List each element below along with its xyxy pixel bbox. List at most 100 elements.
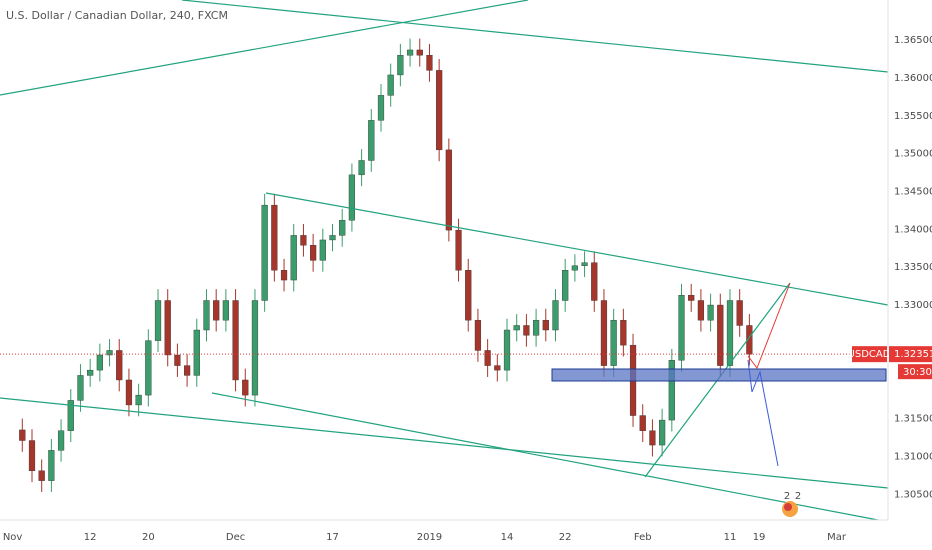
candle-body xyxy=(38,470,45,481)
candle-body xyxy=(591,262,598,301)
candle-body xyxy=(28,440,36,472)
symbol-tag-box xyxy=(852,346,887,363)
candle-body xyxy=(474,319,482,351)
last-price-box xyxy=(889,346,932,363)
candle-body xyxy=(678,294,685,361)
candle-body xyxy=(426,55,433,71)
candle-body xyxy=(348,174,356,221)
chart-title: U.S. Dollar / Canadian Dollar, 240, FXCM xyxy=(6,9,228,22)
trend-line xyxy=(0,397,889,489)
candle-body xyxy=(717,304,724,366)
candle-body xyxy=(484,350,491,366)
drawings xyxy=(0,0,889,521)
event-count: 2 xyxy=(784,491,790,502)
projection-down xyxy=(747,359,779,467)
candle-body xyxy=(135,394,142,406)
candle-body xyxy=(513,325,520,331)
trend-line xyxy=(0,0,529,96)
y-tick-label: 1.35500 xyxy=(894,111,932,122)
candle-body xyxy=(87,369,94,376)
candle-body xyxy=(271,204,278,271)
x-tick-label: 2019 xyxy=(417,532,442,543)
candle-body xyxy=(222,300,229,321)
y-tick-label: 1.35000 xyxy=(894,149,932,160)
projection-up xyxy=(747,282,791,370)
candle-body xyxy=(659,419,666,446)
candle-body xyxy=(532,319,540,336)
trend-line xyxy=(211,392,879,521)
y-tick-label: 1.34000 xyxy=(894,224,932,235)
candle-body xyxy=(688,294,695,301)
candle-body xyxy=(600,300,608,366)
candle-body xyxy=(290,235,297,281)
candle-body xyxy=(649,430,656,446)
last-price-label: 1.32351 xyxy=(894,349,932,360)
candle-body xyxy=(387,74,394,96)
x-tick-label: Feb xyxy=(634,532,652,543)
candle-body xyxy=(193,329,200,376)
candle-body xyxy=(494,365,501,371)
x-tick-label: 22 xyxy=(559,532,572,543)
candle-body xyxy=(96,354,103,371)
candle-body xyxy=(77,375,84,401)
candle-body xyxy=(329,235,336,241)
candle-body xyxy=(610,319,617,366)
candle-body xyxy=(523,325,530,336)
candle-body xyxy=(19,429,26,441)
y-tick-label: 1.31000 xyxy=(894,451,932,462)
event-count: 2 xyxy=(795,491,801,502)
y-tick-label: 1.36500 xyxy=(894,35,932,46)
y-tick-label: 1.33500 xyxy=(894,262,932,273)
candle-body xyxy=(116,350,123,381)
candle-body xyxy=(164,300,171,356)
symbol-tag: USDCAD xyxy=(848,349,891,360)
candle-body xyxy=(358,160,365,176)
candle-body xyxy=(503,329,511,371)
candle-body xyxy=(106,350,113,356)
candle-body xyxy=(183,365,191,376)
x-tick-label: 20 xyxy=(142,532,155,543)
x-tick-label: 17 xyxy=(326,532,339,543)
candle-body xyxy=(726,300,734,366)
candle-body xyxy=(145,340,152,396)
candle-body xyxy=(581,262,588,266)
x-tick-label: 19 xyxy=(753,532,766,543)
x-tick-label: 11 xyxy=(724,532,737,543)
y-tick-label: 1.34500 xyxy=(894,186,932,197)
x-tick-label: Dec xyxy=(226,532,245,543)
candle-body xyxy=(542,319,549,331)
candle-body xyxy=(154,300,162,341)
candle-body xyxy=(319,239,326,261)
trend-line xyxy=(265,192,889,306)
candle-body xyxy=(436,70,443,151)
candle-body xyxy=(455,229,462,271)
x-tick-label: Mar xyxy=(827,532,847,543)
x-tick-label: 14 xyxy=(501,532,514,543)
x-tick-label: Nov xyxy=(3,532,23,543)
candle-body xyxy=(48,450,55,481)
candle-body xyxy=(571,265,578,271)
candle-body xyxy=(746,325,753,355)
candle-body xyxy=(397,55,404,76)
y-tick-label: 1.33000 xyxy=(894,300,932,311)
candle-body xyxy=(261,204,268,301)
candle-body xyxy=(280,270,288,281)
candle-body xyxy=(339,220,346,236)
candle-body xyxy=(310,245,317,261)
candle-body xyxy=(251,300,259,396)
candle-body xyxy=(67,400,74,431)
candle-body xyxy=(736,300,743,326)
candle-body xyxy=(668,360,675,421)
candle-body xyxy=(232,300,239,381)
candle-body xyxy=(174,354,181,366)
y-tick-label: 1.30500 xyxy=(894,489,932,500)
y-tick-label: 1.36000 xyxy=(894,73,932,84)
x-tick-label: 12 xyxy=(84,532,97,543)
candle-body xyxy=(562,270,569,301)
candle-body xyxy=(707,304,714,321)
candle-body xyxy=(300,235,307,246)
candle-body xyxy=(552,300,559,331)
candle-body xyxy=(125,379,133,406)
candle-body xyxy=(368,120,375,161)
